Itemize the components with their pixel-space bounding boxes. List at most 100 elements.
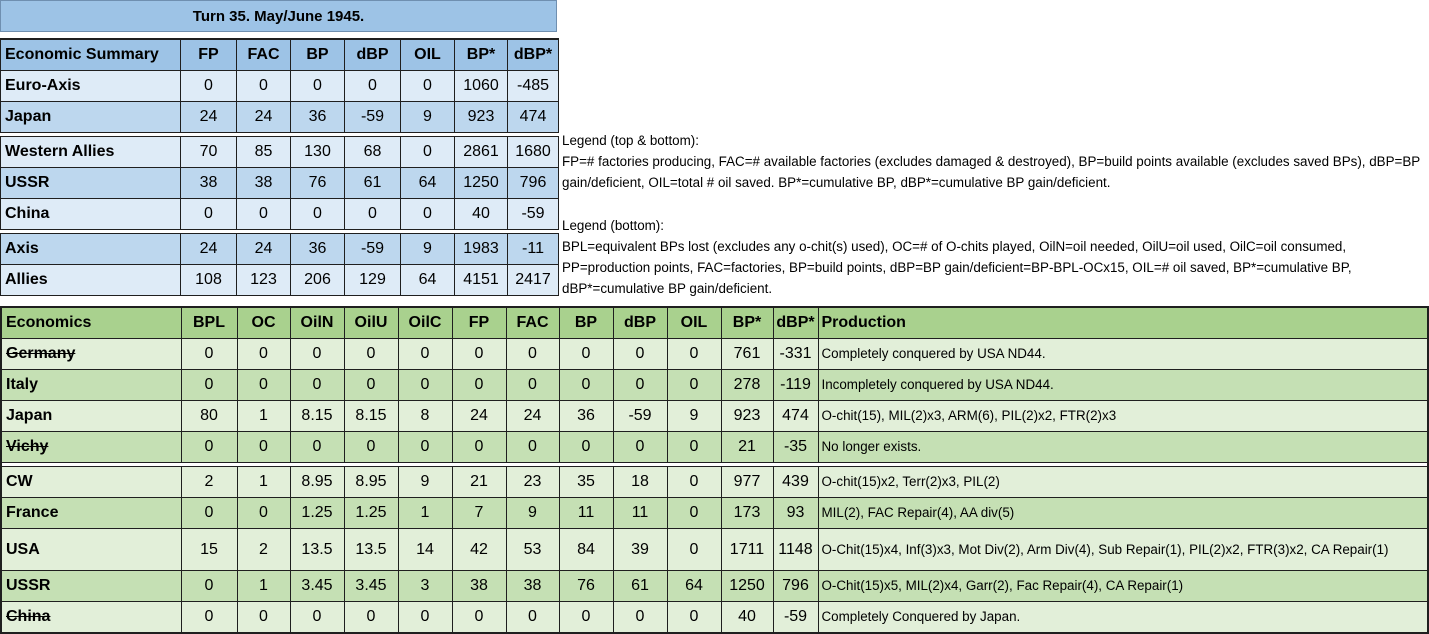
economics-row: USA 15 2 13.5 13.5 14 42 53 84 39 0 1711… — [0, 528, 1429, 571]
economics-cell: 3.45 — [289, 570, 345, 602]
summary-cell: 2417 — [507, 264, 559, 296]
economics-cell: 21 — [720, 431, 774, 463]
economics-cell: 0 — [397, 601, 453, 634]
economics-header-cell: Economics — [0, 306, 182, 339]
summary-cell: 130 — [290, 136, 345, 168]
legend-top-text: FP=# factories producing, FAC=# availabl… — [562, 154, 1420, 191]
summary-cell: 64 — [400, 264, 455, 296]
summary-cell: 129 — [344, 264, 401, 296]
economics-cell: 0 — [180, 369, 238, 401]
economics-row: China 0 0 0 0 0 0 0 0 0 0 40 -59 Complet… — [0, 601, 1429, 634]
economics-cell: 923 — [720, 400, 774, 432]
economics-row-label: Japan — [0, 400, 182, 432]
summary-cell: 76 — [290, 167, 345, 199]
summary-cell: 474 — [507, 101, 559, 133]
economics-cell: 8 — [397, 400, 453, 432]
summary-cell: 36 — [290, 233, 345, 265]
economics-cell: -331 — [772, 338, 819, 370]
economics-header-cell: OIL — [666, 306, 722, 339]
summary-cell: 9 — [400, 233, 455, 265]
economics-row-label: France — [0, 497, 182, 529]
economics-cell: 3 — [397, 570, 453, 602]
summary-row-label: USSR — [0, 167, 181, 199]
economics-cell: 0 — [612, 601, 668, 634]
legend: Legend (top & bottom): FP=# factories pr… — [562, 130, 1424, 299]
economics-header-cell: OilC — [397, 306, 453, 339]
economics-cell: 796 — [772, 570, 819, 602]
summary-cell: 796 — [507, 167, 559, 199]
economics-row-label: USSR — [0, 570, 182, 602]
production-cell: No longer exists. — [817, 431, 1429, 463]
economics-cell: 42 — [451, 528, 507, 571]
economics-cell: 0 — [666, 466, 722, 498]
summary-cell: 206 — [290, 264, 345, 296]
economics-row-label: CW — [0, 466, 182, 498]
economics-cell: 84 — [558, 528, 614, 571]
summary-header-cell: FAC — [236, 38, 291, 71]
summary-cell: 40 — [454, 198, 508, 230]
economics-row: Japan 80 1 8.15 8.15 8 24 24 36 -59 9 92… — [0, 400, 1429, 432]
economics-cell: 474 — [772, 400, 819, 432]
economics-cell: 0 — [558, 601, 614, 634]
summary-cell: 24 — [180, 101, 237, 133]
summary-row-label: Japan — [0, 101, 181, 133]
economics-cell: 0 — [180, 338, 238, 370]
economics-cell: 93 — [772, 497, 819, 529]
summary-cell: 0 — [344, 70, 401, 102]
economics-cell: -119 — [772, 369, 819, 401]
summary-cell: 4151 — [454, 264, 508, 296]
summary-cell: -59 — [344, 233, 401, 265]
economics-cell: 40 — [720, 601, 774, 634]
summary-cell: 70 — [180, 136, 237, 168]
summary-cell: 0 — [400, 70, 455, 102]
economics-cell: 0 — [666, 369, 722, 401]
economics-cell: 76 — [558, 570, 614, 602]
economics-cell: 24 — [451, 400, 507, 432]
economics-header-cell: OilU — [343, 306, 399, 339]
summary-header-cell: OIL — [400, 38, 455, 71]
summary-cell: 38 — [236, 167, 291, 199]
economics-cell: 14 — [397, 528, 453, 571]
economics-cell: 761 — [720, 338, 774, 370]
economics-header-cell: Production — [817, 306, 1429, 339]
summary-row: China 0 0 0 0 0 40 -59 — [0, 198, 559, 230]
summary-cell: -485 — [507, 70, 559, 102]
economics-cell: 0 — [612, 431, 668, 463]
legend-bottom-title: Legend (bottom): — [562, 217, 664, 233]
summary-row: Euro-Axis 0 0 0 0 0 1060 -485 — [0, 70, 559, 102]
summary-cell: 68 — [344, 136, 401, 168]
economics-cell: 1148 — [772, 528, 819, 571]
economics-header-cell: OC — [236, 306, 291, 339]
summary-cell: 24 — [236, 233, 291, 265]
economics-cell: 38 — [505, 570, 560, 602]
summary-row-label: Allies — [0, 264, 181, 296]
economics-row-label: USA — [0, 528, 182, 571]
summary-row-label: Axis — [0, 233, 181, 265]
economics-cell: 9 — [666, 400, 722, 432]
summary-cell: 0 — [400, 136, 455, 168]
summary-cell: 38 — [180, 167, 237, 199]
summary-row: Japan 24 24 36 -59 9 923 474 — [0, 101, 559, 133]
economics-cell: 0 — [451, 369, 507, 401]
economics-cell: 39 — [612, 528, 668, 571]
economics-cell: 1250 — [720, 570, 774, 602]
summary-cell: 0 — [344, 198, 401, 230]
summary-cell: 24 — [236, 101, 291, 133]
economics-cell: 53 — [505, 528, 560, 571]
production-cell: Completely conquered by USA ND44. — [817, 338, 1429, 370]
summary-cell: 9 — [400, 101, 455, 133]
summary-cell: 1060 — [454, 70, 508, 102]
economics-cell: 0 — [505, 601, 560, 634]
economics-cell: 9 — [397, 466, 453, 498]
production-cell: O-Chit(15)x4, Inf(3)x3, Mot Div(2), Arm … — [817, 528, 1429, 571]
economics-cell: 35 — [558, 466, 614, 498]
economics-cell: 977 — [720, 466, 774, 498]
summary-row: USSR 38 38 76 61 64 1250 796 — [0, 167, 559, 199]
economics-cell: 0 — [289, 338, 345, 370]
summary-cell: 0 — [180, 198, 237, 230]
summary-cell: 61 — [344, 167, 401, 199]
economics-cell: 8.95 — [343, 466, 399, 498]
economics-cell: 0 — [505, 431, 560, 463]
economics-cell: 0 — [289, 431, 345, 463]
economics-cell: 36 — [558, 400, 614, 432]
